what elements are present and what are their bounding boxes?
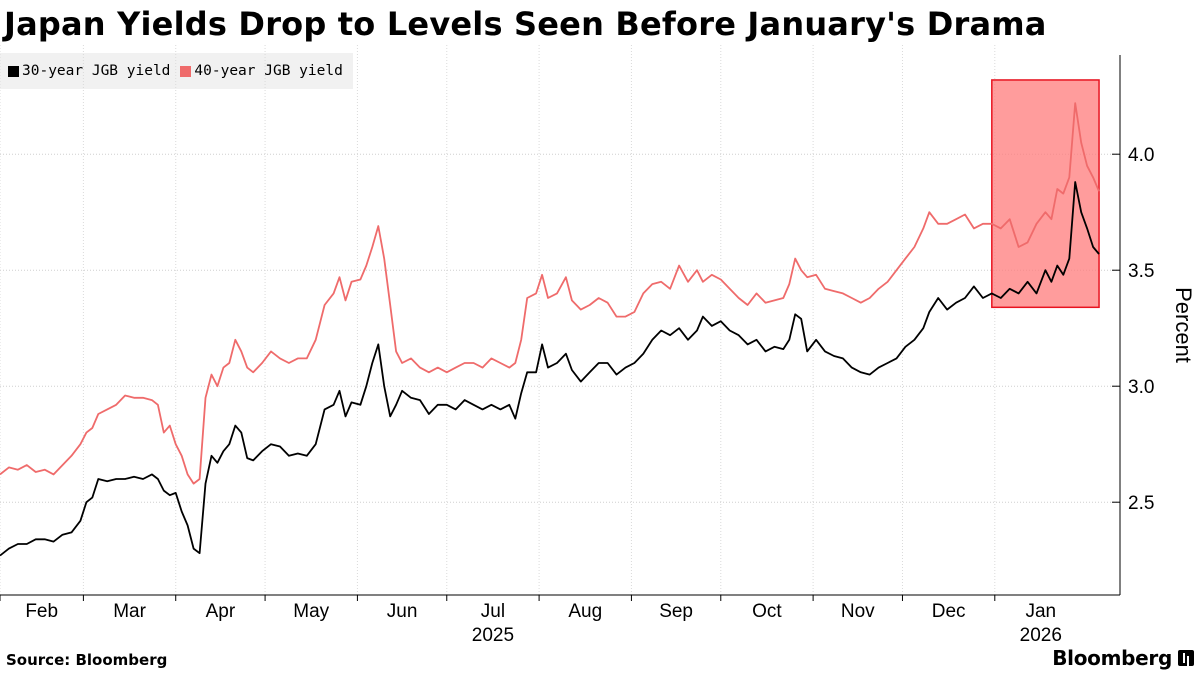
source-label: Source: [6, 651, 71, 669]
y-tick-label: 4.0 [1128, 145, 1154, 166]
x-tick-label: Jan [1025, 601, 1056, 622]
brand-name: Bloomberg [1052, 646, 1172, 670]
series-line-30-year [0, 181, 1100, 557]
grid-layer [0, 45, 1120, 595]
legend-label-30-year: 30-year JGB yield [22, 63, 171, 79]
x-year-label: 2026 [1020, 625, 1062, 646]
bloomberg-mark-icon [1178, 650, 1194, 666]
series-line-40-year [0, 102, 1100, 485]
x-tick-label: Dec [932, 601, 966, 622]
legend-item-30-year: 30-year JGB yield [8, 63, 170, 79]
x-tick-label: Mar [113, 601, 146, 622]
x-tick-label: Feb [25, 601, 58, 622]
x-tick-label: Oct [752, 601, 782, 622]
x-tick-label: Apr [206, 601, 236, 622]
source-value: Bloomberg [75, 651, 168, 669]
chart-title: Japan Yields Drop to Levels Seen Before … [4, 5, 1047, 43]
x-tick-label: Sep [659, 601, 693, 622]
axis-layer: 2.5 3.0 3.5 4.0 Percent Feb Mar Apr May Jun Jul Aug… [0, 55, 1196, 646]
legend-item-40-year: 40-year JGB yield [180, 63, 343, 79]
chart-legend: 30-year JGB yield 40-year JGB yield [0, 53, 353, 89]
legend-label-40-year: 40-year JGB yield [194, 63, 343, 79]
source-note: Source: Bloomberg [6, 651, 167, 669]
y-tick-label: 3.5 [1128, 261, 1154, 282]
x-tick-label: Jul [481, 601, 505, 622]
y-tick-label: 3.0 [1128, 377, 1154, 398]
x-tick-label: May [293, 601, 329, 622]
x-tick-label: Nov [841, 601, 875, 622]
y-axis-title: Percent [1171, 287, 1196, 363]
x-year-label: 2025 [472, 625, 514, 646]
highlight-box [991, 79, 1100, 309]
x-tick-label: Jun [387, 601, 418, 622]
x-tick-label: Aug [568, 601, 602, 622]
legend-swatch-40-year [180, 65, 192, 77]
brand-logo: Bloomberg [1052, 646, 1194, 670]
highlight-layer [991, 79, 1100, 309]
series-layer [0, 102, 1100, 557]
legend-swatch-30-year [8, 65, 19, 77]
y-tick-label: 2.5 [1128, 493, 1154, 514]
